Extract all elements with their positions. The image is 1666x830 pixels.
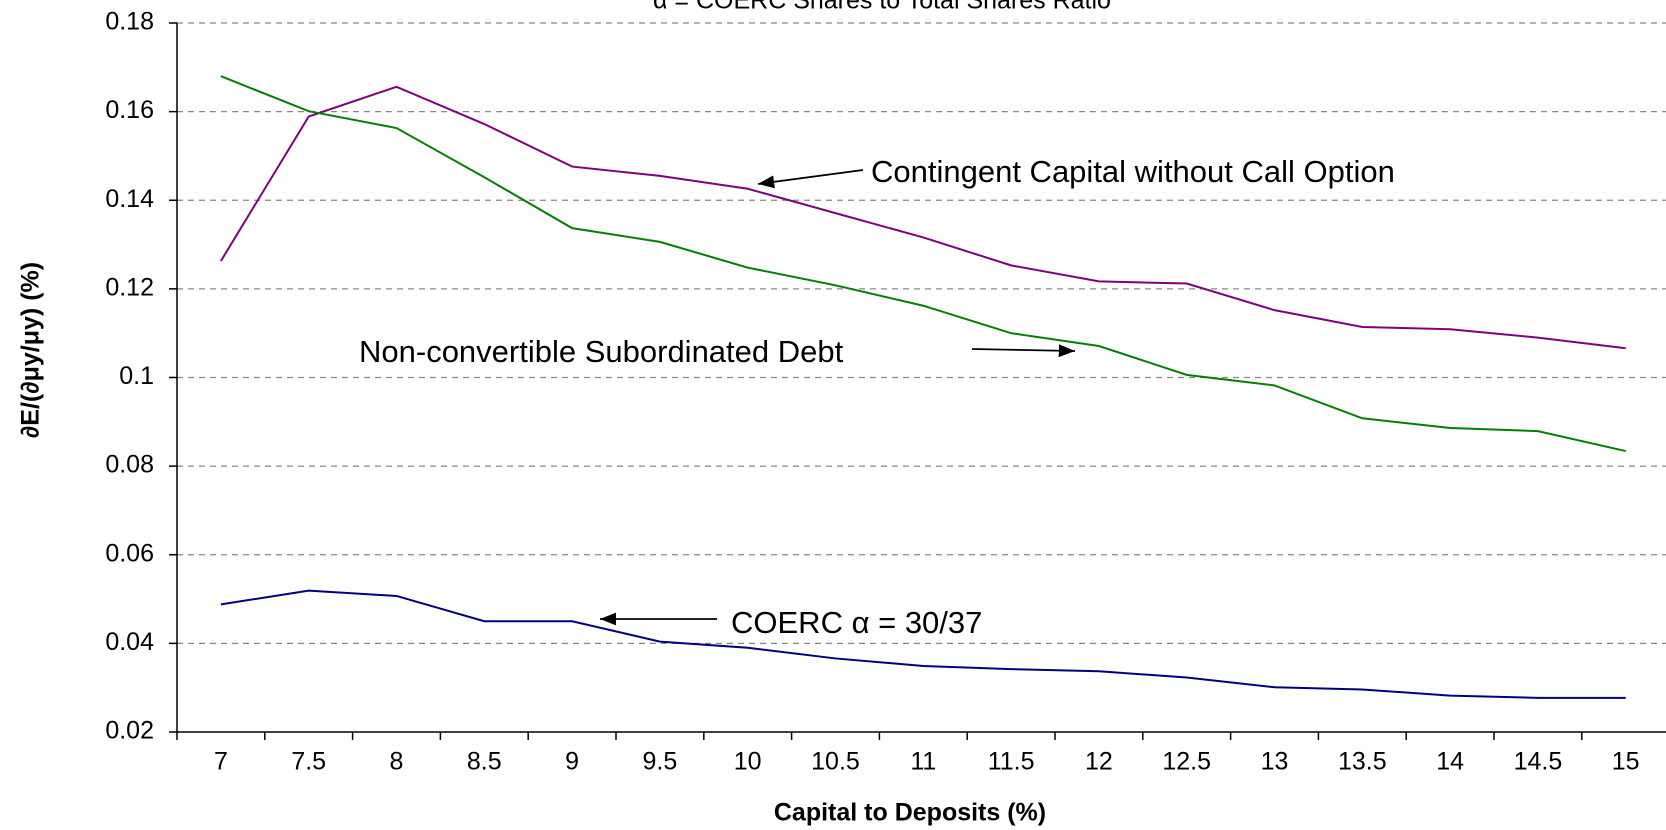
y-tick-label: 0.1: [119, 362, 154, 390]
x-tick-label: 11.5: [988, 748, 1035, 776]
chart-title: α = COERC Shares to Total Shares Ratio: [653, 0, 1111, 15]
annotation-arrow: [757, 169, 864, 189]
y-tick-label: 0.16: [105, 96, 154, 124]
series-line: [220, 589, 1626, 699]
series-line: [220, 85, 1626, 350]
annotation: Non-convertible Subordinated Debt: [359, 334, 844, 369]
x-tick-label: 9.5: [643, 748, 678, 776]
x-tick-label: 15: [1612, 748, 1640, 776]
y-tick-label: 0.08: [105, 451, 154, 479]
x-axis-title: Capital to Deposits (%): [774, 799, 1046, 827]
x-tick-label: 14: [1436, 748, 1464, 776]
x-tick-label: 10: [734, 748, 762, 776]
y-tick-label: 0.04: [105, 628, 154, 656]
annotation: COERC α = 30/37: [731, 605, 982, 640]
y-tick-label: 0.12: [105, 273, 154, 301]
y-axis-title: ∂E/(∂μy/μy) (%): [17, 262, 45, 438]
x-tick-label: 14.5: [1514, 748, 1563, 776]
y-tick-label: 0.18: [105, 8, 154, 36]
x-tick-label: 10.5: [811, 748, 860, 776]
annotation: Contingent Capital without Call Option: [871, 154, 1395, 189]
x-tick-label: 13: [1261, 748, 1289, 776]
y-tick-label: 0.06: [105, 539, 154, 567]
x-tick-label: 7.5: [291, 748, 326, 776]
series-line: [220, 75, 1626, 453]
x-tick-label: 9: [565, 748, 579, 776]
x-tick-label: 12: [1085, 748, 1113, 776]
y-tick-label: 0.14: [105, 185, 154, 213]
x-tick-label: 11: [910, 748, 936, 776]
x-tick-label: 13.5: [1338, 748, 1387, 776]
x-tick-label: 7: [214, 748, 228, 776]
annotation-arrow: [971, 344, 1076, 358]
x-tick-label: 8: [390, 748, 404, 776]
y-tick-label: 0.02: [105, 717, 154, 745]
x-tick-label: 8.5: [467, 748, 502, 776]
x-tick-label: 12.5: [1162, 748, 1211, 776]
